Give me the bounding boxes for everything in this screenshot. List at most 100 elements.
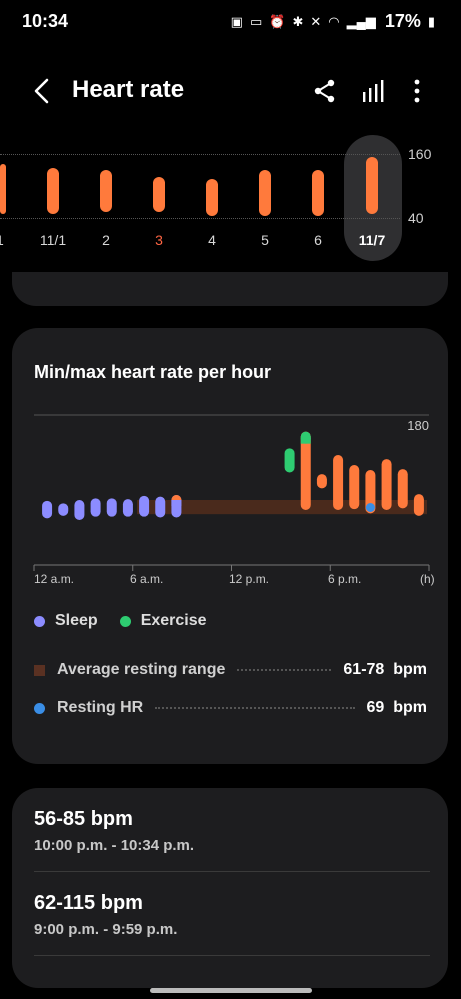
resting-hr-row: Resting HR 69 bpm — [34, 696, 427, 720]
hr-bar — [284, 448, 295, 473]
day-label[interactable]: 11/7 — [358, 232, 386, 248]
previous-card-bottom — [12, 272, 448, 306]
minmax-chart[interactable]: 180 12 a.m. 6 a.m. 12 p.m. 6 p.m. (h) — [12, 328, 448, 598]
leader-dots — [237, 669, 332, 671]
hr-bar — [58, 503, 69, 516]
resting-hr-number: 69 — [366, 699, 385, 716]
bluetooth-icon: ✱ — [292, 13, 304, 29]
hr-bar — [122, 499, 133, 517]
resting-hr-unit: bpm — [393, 699, 427, 716]
session-time: 10:00 p.m. - 10:34 p.m. — [34, 837, 195, 854]
day-range-bar[interactable] — [206, 179, 218, 216]
more-options-icon[interactable] — [404, 78, 430, 104]
day-label[interactable]: 3 — [155, 232, 163, 248]
day-range-bar[interactable] — [47, 168, 59, 214]
avg-resting-number: 61-78 — [343, 661, 385, 678]
divider — [34, 871, 430, 872]
hourly-sessions-list: 56-85 bpm 10:00 p.m. - 10:34 p.m. 62-115… — [12, 788, 448, 988]
resting-hr-dot-icon — [34, 702, 45, 714]
sleep-icon: ▭ — [249, 13, 263, 29]
day-label[interactable]: 5 — [261, 232, 269, 248]
day-range-bar[interactable] — [0, 164, 6, 214]
average-resting-range-row: Average resting range 61-78 bpm — [34, 658, 427, 682]
hr-bar — [365, 470, 376, 514]
minmax-heart-rate-card: Min/max heart rate per hour 180 12 a.m. 6 … — [12, 328, 448, 764]
average-resting-range-label: Average resting range — [57, 661, 226, 678]
alarm-icon: ⏰ — [269, 13, 286, 29]
day-range-bar[interactable] — [100, 170, 112, 212]
signal-icon: ▂▄▆ — [346, 13, 376, 29]
day-label[interactable]: 11/1 — [39, 232, 67, 248]
battery-level: 17% — [384, 11, 421, 31]
day-range-bar[interactable] — [259, 170, 271, 216]
gridline-bottom — [0, 218, 400, 219]
list-item[interactable]: 62-115 bpm 9:00 p.m. - 9:59 p.m. — [34, 892, 430, 938]
day-label[interactable]: 6 — [314, 232, 322, 248]
hr-bar — [300, 431, 311, 510]
hr-bar — [349, 465, 360, 510]
scale-top-label: 160 — [408, 146, 432, 162]
hr-bar — [155, 496, 166, 518]
resting-range-swatch-icon — [34, 664, 45, 676]
wifi-icon: ◠ — [328, 13, 340, 29]
card-title: Min/max heart rate per hour — [34, 362, 272, 382]
sleep-dot-icon — [34, 615, 45, 627]
list-item[interactable]: 56-85 bpm 10:00 p.m. - 10:34 p.m. — [34, 808, 430, 854]
hr-bar — [397, 469, 408, 509]
notification-icon: ▣ — [230, 13, 243, 29]
exercise-dot-icon — [119, 615, 131, 627]
home-indicator[interactable] — [150, 988, 312, 993]
hr-bar — [381, 459, 392, 510]
day-range-bar[interactable] — [366, 157, 378, 214]
day-label[interactable]: 31 — [0, 232, 16, 248]
average-resting-range-value: 61-78 bpm — [343, 661, 427, 679]
session-range: 62-115 bpm — [34, 892, 143, 914]
legend-sleep: Sleep — [34, 612, 98, 630]
gridline-top — [0, 154, 400, 155]
daily-range-strip[interactable]: 160 40 31 11/1 2 3 4 5 6 11/7 — [0, 132, 461, 262]
mute-icon: ✕ — [310, 13, 322, 29]
day-range-bar[interactable] — [153, 177, 165, 212]
hr-bar — [333, 455, 344, 510]
hr-bar — [90, 498, 101, 517]
leader-dots — [155, 707, 355, 709]
page-title: Heart rate — [72, 76, 185, 103]
avg-resting-unit: bpm — [393, 661, 427, 678]
hr-bar — [74, 500, 85, 520]
share-icon[interactable] — [312, 78, 338, 104]
app-header: Heart rate — [0, 66, 461, 118]
resting-hr-value: 69 bpm — [367, 699, 427, 717]
x-tick-label: 6 p.m. — [328, 572, 361, 586]
hr-bar — [316, 474, 327, 489]
hr-bar — [413, 494, 424, 516]
session-range: 56-85 bpm — [34, 808, 133, 830]
chart-legend: Sleep Exercise — [34, 612, 207, 630]
status-bar: 10:34 ▣ ▭ ⏰ ✱ ✕ ◠ ▂▄▆ 17% ▮ — [0, 0, 461, 44]
x-tick-label: 6 a.m. — [130, 572, 163, 586]
x-tick-label: 12 a.m. — [34, 572, 74, 586]
battery-icon: ▮ — [427, 13, 435, 29]
hr-bar-cap-fill — [300, 437, 311, 444]
hr-bar — [42, 500, 53, 519]
divider — [34, 955, 430, 956]
status-time: 10:34 — [22, 11, 69, 31]
trends-chart-icon[interactable] — [360, 78, 386, 104]
hr-bar — [106, 498, 117, 517]
legend-exercise: Exercise — [119, 612, 207, 630]
day-range-bar[interactable] — [312, 170, 324, 216]
x-tick-label: (h) — [420, 572, 435, 586]
resting-hr-label: Resting HR — [57, 699, 144, 716]
session-time: 9:00 p.m. - 9:59 p.m. — [34, 921, 178, 938]
scale-bottom-label: 40 — [408, 210, 424, 226]
hr-bar-cap-fill — [171, 500, 182, 506]
status-icons: ▣ ▭ ⏰ ✱ ✕ ◠ ▂▄▆ 17% ▮ — [231, 11, 435, 32]
hr-bar — [139, 495, 150, 517]
back-arrow-icon[interactable] — [28, 76, 58, 106]
resting-hr-dot — [365, 503, 375, 512]
x-tick-label: 12 p.m. — [229, 572, 269, 586]
day-label[interactable]: 4 — [208, 232, 216, 248]
day-label[interactable]: 2 — [102, 232, 110, 248]
legend-sleep-label: Sleep — [55, 612, 98, 629]
legend-exercise-label: Exercise — [140, 612, 207, 629]
chart-y-max-label: 180 — [407, 418, 429, 433]
